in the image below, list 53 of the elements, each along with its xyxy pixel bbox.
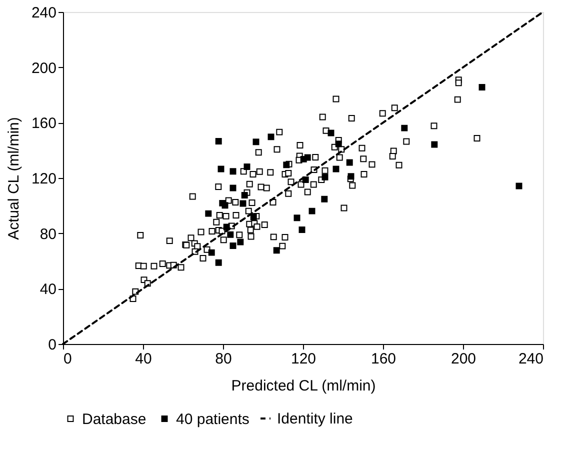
point xyxy=(321,196,328,202)
point xyxy=(223,224,230,230)
point xyxy=(215,259,222,266)
point xyxy=(230,168,236,175)
point xyxy=(237,238,244,246)
legend-label: Identity line xyxy=(277,410,353,428)
point xyxy=(308,208,316,214)
point xyxy=(302,176,309,184)
x-axis-title: Predicted CL (ml/min) xyxy=(231,378,376,394)
x-tick-label: 80 xyxy=(215,350,232,368)
point xyxy=(401,124,408,132)
point xyxy=(227,231,234,238)
point xyxy=(273,247,280,254)
point xyxy=(516,182,522,190)
y-tick-label: 200 xyxy=(31,60,56,77)
point xyxy=(205,210,212,217)
x-tick-label: 0 xyxy=(64,350,72,368)
y-tick-label: 160 xyxy=(31,115,56,132)
y-axis-title: Actual CL (ml/min) xyxy=(5,117,22,240)
x-tick-label: 160 xyxy=(370,350,396,368)
x-tick-label: 240 xyxy=(518,350,544,368)
point xyxy=(268,134,274,140)
point xyxy=(283,162,290,168)
y-tick-label: 80 xyxy=(40,226,56,243)
point xyxy=(298,226,306,233)
y-tick-label: 240 xyxy=(31,4,56,22)
point xyxy=(478,84,486,90)
legend-label: 40 patients xyxy=(176,410,250,428)
point xyxy=(241,192,248,199)
point xyxy=(346,159,353,166)
point xyxy=(250,214,257,220)
point xyxy=(215,138,222,144)
point xyxy=(208,249,215,256)
x-tick-label: 200 xyxy=(450,350,476,368)
point xyxy=(252,138,260,146)
point xyxy=(222,202,228,209)
point xyxy=(335,140,342,148)
point xyxy=(348,173,354,180)
point xyxy=(230,242,236,250)
y-tick-label: 40 xyxy=(40,281,56,298)
y-tick-label: 120 xyxy=(31,170,56,188)
x-tick-label: 40 xyxy=(135,350,152,368)
y-tick-label: 0 xyxy=(48,336,56,354)
point xyxy=(431,141,438,148)
x-tick-label: 120 xyxy=(290,350,316,368)
point xyxy=(230,184,236,192)
point xyxy=(244,164,250,170)
point xyxy=(328,130,334,136)
legend-label: Database xyxy=(82,410,146,428)
point xyxy=(294,214,300,222)
point xyxy=(322,174,328,180)
point xyxy=(240,200,246,207)
point xyxy=(304,154,311,161)
